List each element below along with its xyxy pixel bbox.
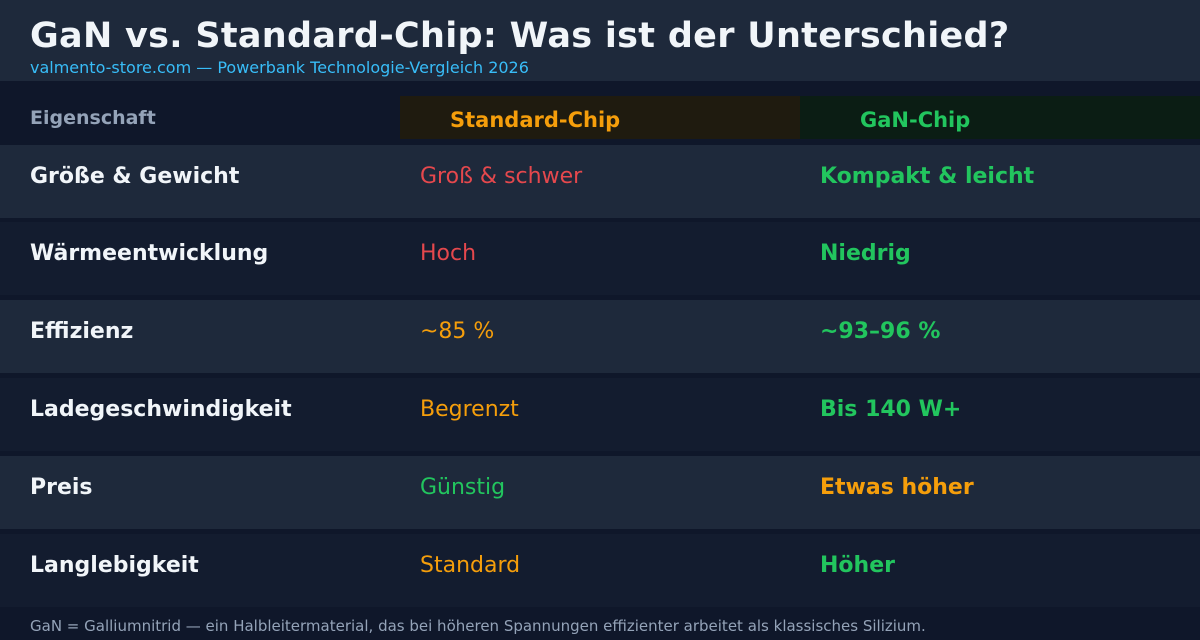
cell-gan: Höher	[820, 553, 895, 578]
cell-standard: Begrenzt	[420, 397, 519, 422]
table-row: Langlebigkeit Standard Höher	[0, 534, 1200, 607]
cell-gan: ~93–96 %	[820, 319, 941, 344]
column-header-gan: GaN-Chip	[800, 96, 1200, 139]
footer-note: GaN = Galliumnitrid — ein Halbleitermate…	[30, 617, 926, 635]
footer: GaN = Galliumnitrid — ein Halbleitermate…	[0, 607, 1200, 640]
cell-standard: ~85 %	[420, 319, 495, 344]
cell-gan: Bis 140 W+	[820, 397, 962, 422]
cell-gan: Niedrig	[820, 241, 911, 266]
header: GaN vs. Standard-Chip: Was ist der Unter…	[0, 0, 1200, 81]
page-subtitle: valmento-store.com — Powerbank Technolog…	[30, 58, 529, 77]
table-row: Ladegeschwindigkeit Begrenzt Bis 140 W+	[0, 378, 1200, 451]
cell-property: Wärmeentwicklung	[30, 241, 269, 266]
column-header-standard-label: Standard-Chip	[450, 108, 621, 132]
cell-property: Effizienz	[30, 319, 134, 344]
cell-standard: Standard	[420, 553, 521, 578]
page-title: GaN vs. Standard-Chip: Was ist der Unter…	[30, 16, 1010, 56]
cell-standard: Groß & schwer	[420, 164, 583, 189]
table-header: Eigenschaft Standard-Chip GaN-Chip	[0, 81, 1200, 145]
table-row: Effizienz ~85 % ~93–96 %	[0, 300, 1200, 373]
column-header-gan-label: GaN-Chip	[860, 108, 971, 132]
cell-property: Langlebigkeit	[30, 553, 199, 578]
table-row: Wärmeentwicklung Hoch Niedrig	[0, 222, 1200, 295]
cell-gan: Kompakt & leicht	[820, 164, 1035, 189]
cell-standard: Günstig	[420, 475, 506, 500]
column-header-property: Eigenschaft	[30, 107, 156, 129]
column-header-standard: Standard-Chip	[400, 96, 800, 139]
table-row: Größe & Gewicht Groß & schwer Kompakt & …	[0, 145, 1200, 218]
cell-standard: Hoch	[420, 241, 477, 266]
table-row: Preis Günstig Etwas höher	[0, 456, 1200, 529]
cell-property: Ladegeschwindigkeit	[30, 397, 292, 422]
cell-property: Größe & Gewicht	[30, 164, 240, 189]
cell-property: Preis	[30, 475, 93, 500]
cell-gan: Etwas höher	[820, 475, 974, 500]
